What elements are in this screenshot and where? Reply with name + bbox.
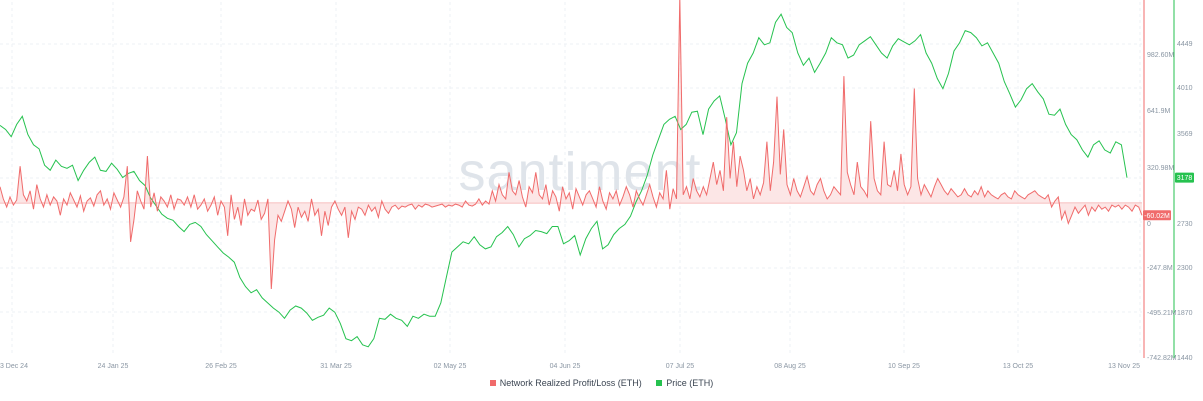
current-price-badge [1175,172,1194,183]
pnl-axis-label-2: 320.98M [1147,165,1174,172]
current-price-badge-text: 3178 [1177,175,1193,182]
legend-label-pnl: Network Realized Profit/Loss (ETH) [499,378,642,388]
x-tick-label-10: 13 Nov 25 [1108,363,1140,370]
x-tick-label-8: 10 Sep 25 [888,363,920,370]
pnl-axis-label-1: 641.9M [1147,108,1171,115]
x-tick-label-6: 07 Jul 25 [666,363,695,370]
x-tick-label-9: 13 Oct 25 [1003,363,1033,370]
price-axis-label-3: 2730 [1177,221,1193,228]
x-tick-label-3: 31 Mar 25 [320,363,352,370]
pnl-area-fill [0,0,1142,289]
legend: Network Realized Profit/Loss (ETH) Price… [0,378,1203,388]
pnl-axis-label-0: 982.60M [1147,52,1174,59]
x-axis-ticks: 13 Dec 24 24 Jan 25 26 Feb 25 31 Mar 25 02 M… [0,363,1140,370]
pnl-axis-label-3: 0 [1147,221,1151,228]
x-tick-label-0: 13 Dec 24 [0,363,28,370]
left-axis-ticks: 982.60M 641.9M 320.98M 0 -247.8M -495.21M -742… [1147,52,1177,362]
current-pnl-badge-text: -60.02M [1144,213,1170,220]
legend-swatch-price [656,380,663,386]
price-axis-label-1: 4010 [1177,85,1193,92]
price-axis-label-6: 1440 [1177,355,1193,362]
price-axis-label-5: 1870 [1177,310,1193,317]
legend-item-price[interactable]: Price (ETH) [656,378,713,388]
x-tick-label-2: 26 Feb 25 [205,363,237,370]
right-axis-ticks: 4449 4010 3569 2730 2300 1870 1440 [1177,41,1193,362]
axes [1143,0,1175,358]
legend-label-price: Price (ETH) [666,378,714,388]
price-series-line[interactable] [0,13,1128,348]
current-pnl-badge [1143,210,1171,221]
x-tick-label-5: 04 Jun 25 [550,363,581,370]
price-axis-label-2: 3569 [1177,131,1193,138]
value-badges: 3178 -60.02M [1143,172,1194,221]
x-tick-label-7: 08 Aug 25 [774,363,806,370]
legend-item-pnl[interactable]: Network Realized Profit/Loss (ETH) [489,378,642,388]
price-axis-label-4: 2300 [1177,265,1193,272]
x-tick-label-1: 24 Jan 25 [98,363,129,370]
grid-lines [0,2,1142,355]
pnl-axis-label-6: -742.82M [1147,355,1177,362]
x-tick-label-4: 02 May 25 [434,363,467,370]
price-axis-label-0: 4449 [1177,41,1193,48]
pnl-axis-label-5: -495.21M [1147,310,1177,317]
legend-swatch-pnl [489,380,496,386]
pnl-axis-label-4: -247.8M [1147,265,1173,272]
pnl-series-line[interactable] [0,0,1143,290]
